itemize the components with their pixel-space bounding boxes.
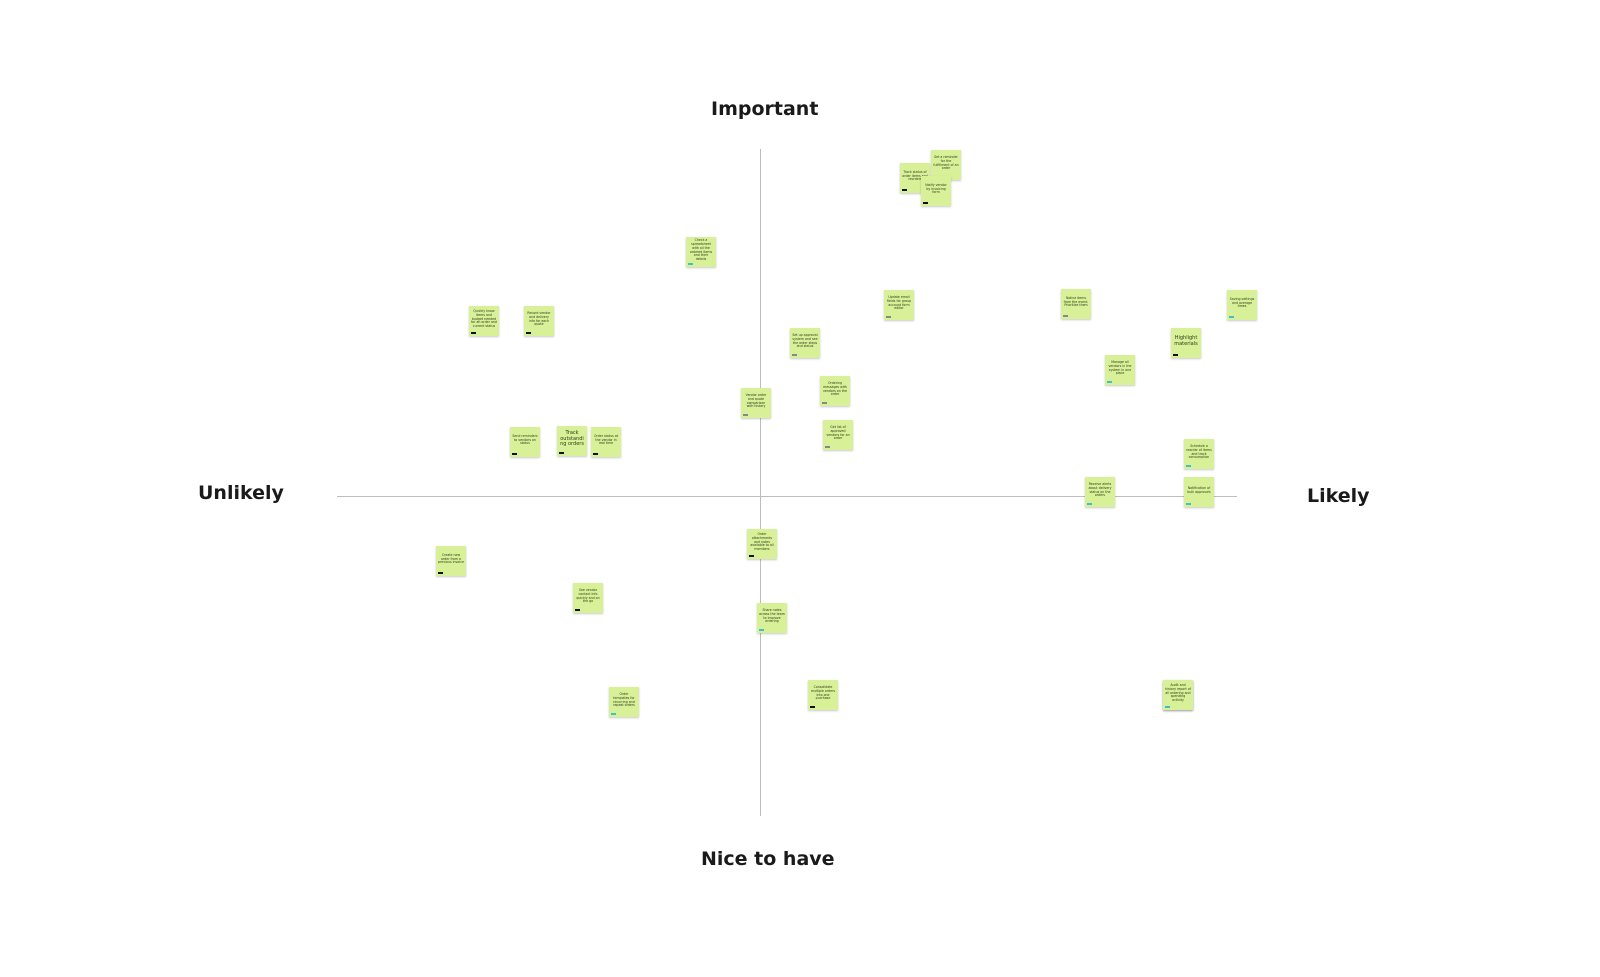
sticky-note-text: Manage all vendors in the system in one … xyxy=(1108,359,1132,376)
author-tag-icon xyxy=(593,452,598,455)
sticky-note-text: Create new order from a previous invoice xyxy=(438,552,464,565)
axis-label-bottom: Nice to have xyxy=(701,848,835,870)
sticky-note-text: Track status of order items and reorders xyxy=(902,169,928,182)
sticky-note-text: Vendor order and quote comparison with h… xyxy=(745,392,767,409)
horizontal-axis xyxy=(337,496,1237,497)
author-tag-icon xyxy=(438,571,443,574)
sticky-note-text: Check a spreadsheet with all the ordered… xyxy=(689,237,713,262)
author-tag-icon xyxy=(1165,705,1170,708)
sticky-note-text: Saving settings and average times xyxy=(1229,296,1255,309)
author-tag-icon xyxy=(1087,502,1092,505)
sticky-note[interactable]: Order templates for recurring and repeat… xyxy=(609,687,639,717)
sticky-note[interactable]: Notify vendor by invoicing form xyxy=(921,176,951,206)
sticky-note-text: Track outstanding orders xyxy=(560,430,584,448)
sticky-note[interactable]: See vendor contact info quickly and on t… xyxy=(573,583,603,613)
author-tag-icon xyxy=(471,331,476,334)
author-tag-icon xyxy=(902,188,907,191)
axis-label-left: Unlikely xyxy=(198,482,284,504)
sticky-note[interactable]: Quickly know items and budget needed for… xyxy=(469,306,499,336)
sticky-note[interactable]: Manage all vendors in the system in one … xyxy=(1105,355,1135,385)
author-tag-icon xyxy=(1173,353,1178,356)
sticky-note-text: Order attachments and notes available to… xyxy=(750,531,774,552)
sticky-note[interactable]: Ordering messages with vendors on the or… xyxy=(820,376,850,406)
sticky-note-text: Send reminders to vendors on status xyxy=(512,433,538,446)
author-tag-icon xyxy=(1063,314,1068,317)
author-tag-icon xyxy=(822,401,827,404)
sticky-note-text: Record vendor and delivery info for each… xyxy=(527,310,551,327)
sticky-note[interactable]: Record vendor and delivery info for each… xyxy=(524,306,554,336)
author-tag-icon xyxy=(512,452,517,455)
author-tag-icon xyxy=(575,608,580,611)
sticky-note[interactable]: Receive alerts about delivery status on … xyxy=(1085,477,1115,507)
author-tag-icon xyxy=(1229,315,1234,318)
sticky-note[interactable]: Audit and history report of all ordering… xyxy=(1163,680,1193,710)
author-tag-icon xyxy=(825,445,830,448)
author-tag-icon xyxy=(886,315,891,318)
author-tag-icon xyxy=(526,331,531,334)
sticky-note-text: Audit and history report of all ordering… xyxy=(1165,682,1191,703)
sticky-note[interactable]: Vendor order and quote comparison with h… xyxy=(741,388,771,418)
author-tag-icon xyxy=(749,554,754,557)
sticky-note[interactable]: Share notes across the team to improve o… xyxy=(757,603,787,633)
author-tag-icon xyxy=(611,712,616,715)
sticky-note[interactable]: Get list of approved vendors for an orde… xyxy=(823,420,853,450)
sticky-note-text: Ordering messages with vendors on the or… xyxy=(822,380,848,397)
sticky-note-text: Highlight materials xyxy=(1174,334,1198,347)
sticky-note[interactable]: Schedule a reorder of items and track co… xyxy=(1184,439,1214,469)
sticky-note-text: Consolidate multiple orders into one pur… xyxy=(810,684,836,701)
sticky-note[interactable]: Order attachments and notes available to… xyxy=(747,529,777,559)
sticky-note-text: Set up approval system and see the order… xyxy=(792,332,818,349)
author-tag-icon xyxy=(923,201,928,204)
sticky-note-text: Notice items from the event. Prioritize … xyxy=(1063,295,1089,308)
sticky-note-text: Receive alerts about delivery status on … xyxy=(1088,481,1112,498)
author-tag-icon xyxy=(559,451,564,454)
author-tag-icon xyxy=(743,413,748,416)
sticky-note[interactable]: Highlight materials xyxy=(1171,328,1201,358)
sticky-note-text: Get list of approved vendors for an orde… xyxy=(826,424,850,441)
author-tag-icon xyxy=(1107,380,1112,383)
sticky-note[interactable]: Consolidate multiple orders into one pur… xyxy=(808,680,838,710)
sticky-note[interactable]: Track outstanding orders xyxy=(557,426,587,456)
author-tag-icon xyxy=(792,353,797,356)
sticky-note-text: Quickly know items and budget needed for… xyxy=(471,308,497,329)
sticky-note-text: Order templates for recurring and repeat… xyxy=(613,691,635,708)
sticky-note[interactable]: Saving settings and average times xyxy=(1227,290,1257,320)
sticky-note-text: Update email fields for group account fo… xyxy=(886,294,912,311)
sticky-note[interactable]: Notification of bulk approvals xyxy=(1184,477,1214,507)
sticky-note[interactable]: Notice items from the event. Prioritize … xyxy=(1061,289,1091,319)
vertical-axis xyxy=(760,149,761,816)
sticky-note-text: Order status at the vendor in real time xyxy=(593,433,619,446)
sticky-note[interactable]: Set a reminder for the fulfillment of an… xyxy=(931,150,961,180)
author-tag-icon xyxy=(810,705,815,708)
sticky-note-text: Set a reminder for the fulfillment of an… xyxy=(933,154,959,171)
axis-label-right: Likely xyxy=(1307,485,1370,507)
sticky-note-text: See vendor contact info quickly and on t… xyxy=(576,587,600,604)
sticky-note[interactable]: Create new order from a previous invoice xyxy=(436,546,466,576)
sticky-note[interactable]: Send reminders to vendors on status xyxy=(510,427,540,457)
sticky-note[interactable]: Update email fields for group account fo… xyxy=(884,290,914,320)
author-tag-icon xyxy=(688,262,693,265)
axis-label-top: Important xyxy=(711,98,819,120)
sticky-note[interactable]: Order status at the vendor in real time xyxy=(591,427,621,457)
sticky-note-text: Schedule a reorder of items and track co… xyxy=(1186,443,1212,460)
author-tag-icon xyxy=(759,628,764,631)
author-tag-icon xyxy=(1186,464,1191,467)
sticky-note-text: Notification of bulk approvals xyxy=(1187,485,1211,494)
sticky-note[interactable]: Check a spreadsheet with all the ordered… xyxy=(686,237,716,267)
sticky-note-text: Notify vendor by invoicing form xyxy=(925,182,947,195)
author-tag-icon xyxy=(1186,502,1191,505)
sticky-note-text: Share notes across the team to improve o… xyxy=(759,607,785,624)
sticky-note[interactable]: Set up approval system and see the order… xyxy=(790,328,820,358)
